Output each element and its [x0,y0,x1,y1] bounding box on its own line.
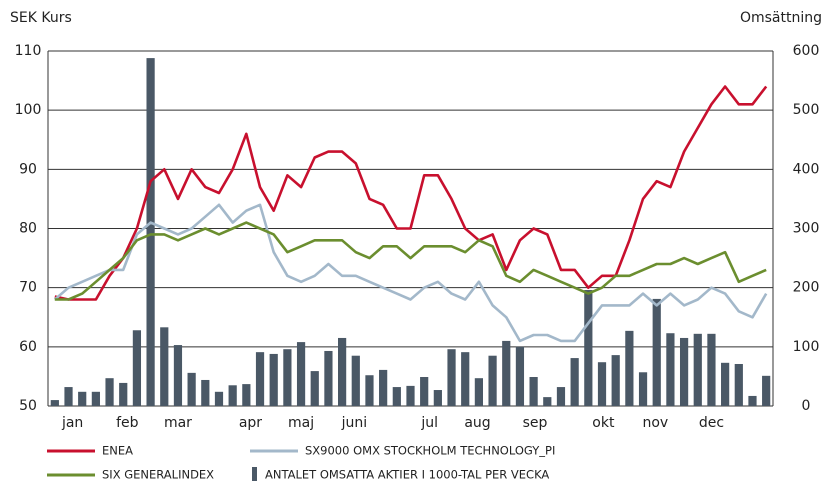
bar [50,400,59,406]
bar [488,355,497,406]
bar [296,342,306,406]
y2-title: Omsättning [740,10,822,26]
y2-tick-label: 200 [793,280,820,296]
line [54,221,767,301]
bar [64,387,73,406]
y-tick-label: 50 [19,398,37,414]
bar [543,397,552,406]
y-tick-label: 90 [19,161,37,177]
x-tick-label: juni [341,415,368,431]
x-tick-label: apr [239,415,262,431]
bar [597,362,607,406]
bar [105,378,114,406]
bar [351,355,360,406]
bar [570,358,579,406]
line [54,85,768,301]
bar [611,355,620,406]
bar [638,372,648,406]
y-tick-label: 70 [19,280,37,296]
y-tick-label: 100 [15,102,42,118]
bar [474,378,483,406]
bar [78,391,87,406]
y2-tick-label: 100 [793,339,820,355]
bar [762,375,771,406]
bar [652,298,661,406]
bar [324,350,333,406]
x-tick-label: okt [592,415,615,431]
y-tick-label: 110 [15,43,42,59]
bar [91,391,100,406]
bar [119,382,128,406]
bar [269,353,278,406]
bar [584,290,593,406]
bar [379,369,388,406]
x-tick-label: nov [642,415,668,431]
bar [338,337,347,406]
bar [461,352,470,406]
y2-tick-label: 0 [802,398,811,414]
legend-swatch [252,467,257,481]
bar [310,371,319,406]
bar [529,377,538,406]
bar [242,384,251,406]
bar [255,352,265,406]
y-tick-label: 80 [19,221,37,237]
bar [734,363,743,406]
bar [228,385,237,406]
bar [748,395,757,406]
bar [392,387,401,406]
bar [447,349,456,406]
y2-tick-label: 500 [793,102,820,118]
x-tick-label: jan [61,415,83,431]
bar [515,346,525,406]
bar [365,375,374,406]
y2-tick-label: 600 [793,43,820,59]
legend-label: ANTALET OMSATTA AKTIER I 1000-TAL PER VE… [265,468,549,482]
bar [214,391,224,406]
bar [433,390,442,406]
x-tick-label: maj [288,415,314,431]
bar [173,345,183,406]
chart-title: SEK Kurs [10,10,72,26]
bar [502,340,511,406]
x-tick-label: dec [699,415,724,431]
bar [283,349,292,406]
bar [721,362,730,406]
x-tick-label: mar [164,415,192,431]
bar [187,372,196,406]
legend-label: SIX GENERALINDEX [102,468,214,482]
x-tick-label: jul [420,415,438,431]
bar [666,333,675,406]
x-tick-label: sep [523,415,548,431]
y2-tick-label: 400 [793,161,820,177]
bar [707,333,716,406]
bar [406,385,415,406]
legend-label: SX9000 OMX STOCKHOLM TECHNOLOGY_PI [305,444,555,458]
bar [420,377,429,406]
bar [556,387,566,406]
bar [201,379,210,406]
line [53,203,768,343]
bar [693,333,702,406]
bar [625,330,634,406]
y2-tick-label: 300 [793,221,820,237]
legend-label: ENEA [102,444,133,458]
x-tick-label: feb [116,415,139,431]
y-tick-label: 60 [19,339,37,355]
bar [679,337,689,406]
x-tick-label: aug [464,415,490,431]
bar [132,330,142,406]
bar [160,327,169,406]
bar [146,58,155,406]
